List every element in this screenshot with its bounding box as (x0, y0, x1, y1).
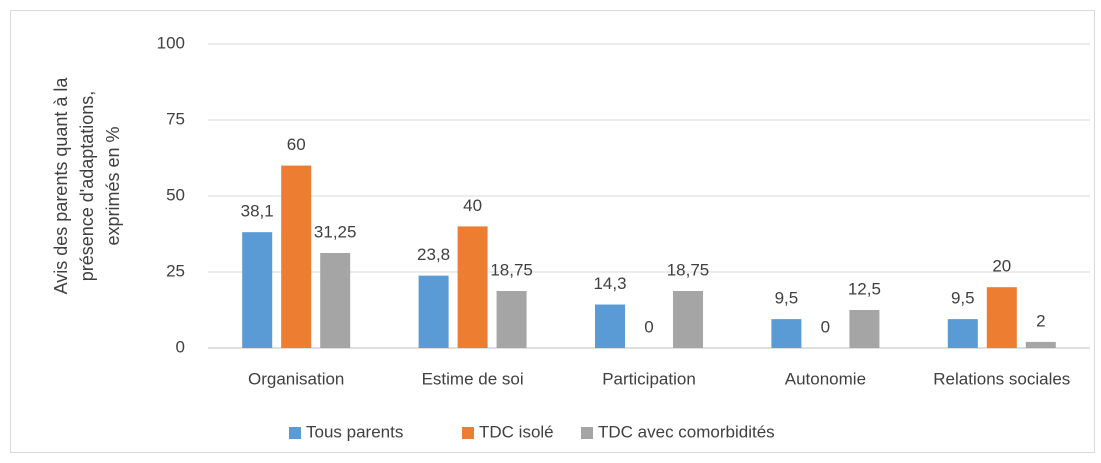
legend-swatch (581, 427, 593, 439)
x-tick-label: Autonomie (785, 369, 866, 388)
y-tick-label: 0 (176, 337, 185, 356)
legend-swatch (462, 427, 474, 439)
bar (947, 319, 978, 348)
value-label: 14,3 (593, 274, 626, 293)
x-tick-label: Estime de soi (422, 369, 524, 388)
value-label: 18,75 (490, 260, 533, 279)
y-tick-label: 75 (166, 109, 185, 128)
x-tick-label: Participation (602, 369, 696, 388)
value-label: 0 (821, 317, 830, 336)
y-tick-label: 50 (166, 185, 185, 204)
value-label: 60 (287, 135, 306, 154)
legend-swatch (289, 427, 301, 439)
bar (281, 165, 312, 348)
value-label: 38,1 (241, 202, 274, 221)
legend-label: TDC avec comorbidités (598, 422, 775, 441)
legend-label: TDC isolé (479, 422, 554, 441)
value-label: 20 (992, 257, 1011, 276)
x-tick-label: Relations sociales (933, 369, 1070, 388)
bar (242, 232, 273, 348)
value-label: 9,5 (951, 289, 975, 308)
y-axis-label: Avis des parents quant à la (51, 77, 71, 295)
value-label: 23,8 (417, 245, 450, 264)
bar (771, 319, 802, 348)
y-tick-label: 100 (157, 33, 185, 52)
bar (320, 253, 351, 348)
y-axis-label: exprimés en % (103, 126, 123, 245)
chart-border (10, 10, 1095, 453)
bar (457, 226, 488, 348)
value-label: 31,25 (314, 222, 357, 241)
bar (418, 275, 449, 348)
value-label: 0 (644, 317, 653, 336)
bar (496, 291, 527, 348)
value-label: 40 (463, 196, 482, 215)
value-label: 2 (1036, 311, 1045, 330)
value-label: 18,75 (667, 260, 710, 279)
x-tick-label: Organisation (248, 369, 344, 388)
legend-label: Tous parents (306, 422, 403, 441)
y-tick-label: 25 (166, 261, 185, 280)
value-label: 12,5 (848, 279, 881, 298)
y-axis-label: présence d'adaptations, (77, 91, 97, 282)
bar (1025, 341, 1056, 348)
value-label: 9,5 (775, 289, 799, 308)
bar (673, 291, 703, 348)
bar (595, 304, 625, 348)
bar (849, 310, 880, 348)
bar (986, 287, 1017, 348)
